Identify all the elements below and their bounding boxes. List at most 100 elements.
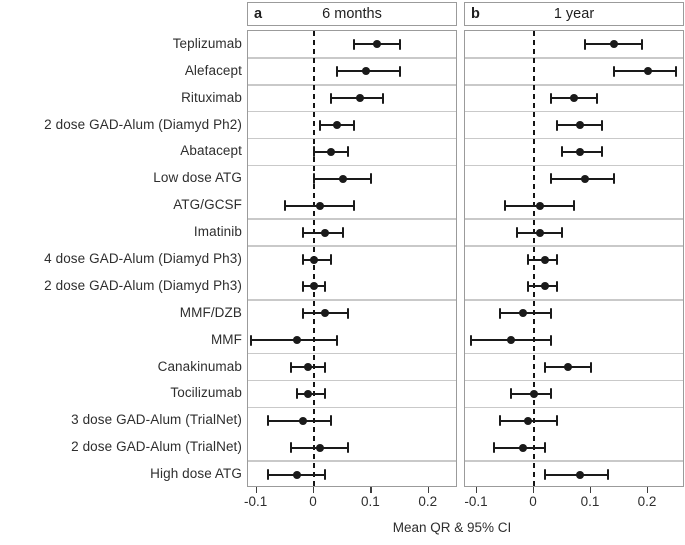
ci-upper-cap	[607, 469, 610, 481]
ci-lower-cap	[550, 92, 553, 104]
mean-point-marker	[581, 174, 590, 183]
ci-lower-cap	[550, 173, 553, 185]
x-axis-tick-label: 0.2	[637, 494, 657, 509]
x-axis-title: Mean QR & 95% CI	[392, 520, 512, 535]
ci-upper-cap	[381, 92, 384, 104]
mean-point-marker	[535, 201, 544, 210]
mean-point-marker	[524, 416, 533, 425]
row-label: Rituximab	[181, 89, 242, 105]
ci-lower-cap	[584, 38, 587, 50]
ci-lower-cap	[612, 65, 615, 77]
row-separator-line	[248, 299, 456, 301]
x-axis-tick-label: 0.2	[418, 494, 438, 509]
row-separator-line	[465, 84, 683, 86]
ci-lower-cap	[284, 200, 287, 212]
x-axis-tick-label: 0	[529, 494, 537, 509]
ci-upper-cap	[324, 469, 327, 481]
x-axis-tick	[312, 487, 315, 493]
row-label: Imatinib	[193, 224, 242, 240]
mean-point-marker	[569, 94, 578, 103]
ci-upper-cap	[561, 227, 564, 239]
mean-point-marker	[298, 416, 307, 425]
x-axis-tick	[532, 487, 535, 493]
x-axis-tick	[255, 487, 258, 493]
x-axis-tick	[427, 487, 430, 493]
row-label: High dose ATG	[150, 466, 242, 482]
row-separator-line	[465, 218, 683, 220]
mean-point-marker	[609, 40, 618, 49]
ci-upper-cap	[324, 361, 327, 373]
row-label: 3 dose GAD-Alum (TrialNet)	[71, 412, 242, 428]
row-separator-line	[248, 164, 456, 167]
ci-upper-cap	[550, 388, 553, 400]
mean-point-marker	[518, 309, 527, 318]
mean-point-marker	[373, 40, 382, 49]
row-separator-line	[248, 245, 456, 247]
ci-upper-cap	[589, 361, 592, 373]
ci-upper-cap	[641, 38, 644, 50]
ci-lower-cap	[295, 388, 298, 400]
row-label: Alefacept	[184, 62, 242, 78]
ci-lower-cap	[561, 146, 564, 158]
ci-upper-cap	[324, 388, 327, 400]
panel-tag-label: a	[254, 6, 263, 22]
panel-title: 6 months	[322, 6, 382, 22]
mean-point-marker	[332, 121, 341, 130]
x-axis-tick-label: 0	[309, 494, 317, 509]
ci-lower-cap	[353, 38, 356, 50]
mean-point-marker	[315, 443, 324, 452]
ci-upper-cap	[550, 334, 553, 346]
ci-lower-cap	[498, 307, 501, 319]
ci-upper-cap	[330, 415, 333, 427]
ci-lower-cap	[493, 442, 496, 454]
ci-lower-cap	[301, 280, 304, 292]
ci-upper-cap	[335, 334, 338, 346]
mean-point-marker	[321, 309, 330, 318]
ci-lower-cap	[301, 307, 304, 319]
row-separator-line	[248, 460, 456, 462]
mean-point-marker	[541, 255, 550, 264]
ci-upper-cap	[347, 307, 350, 319]
mean-point-marker	[292, 336, 301, 345]
mean-point-marker	[327, 147, 336, 156]
ci-lower-cap	[249, 334, 252, 346]
mean-point-marker	[315, 201, 324, 210]
x-axis-tick	[646, 487, 649, 493]
ci-lower-cap	[555, 119, 558, 131]
ci-lower-cap	[267, 415, 270, 427]
ci-lower-cap	[335, 65, 338, 77]
ci-upper-cap	[370, 173, 373, 185]
row-label: Abatacept	[180, 143, 242, 159]
ci-upper-cap	[572, 200, 575, 212]
row-label: 2 dose GAD-Alum (TrialNet)	[71, 439, 242, 455]
row-label: 4 dose GAD-Alum (Diamyd Ph3)	[44, 250, 242, 266]
mean-point-marker	[304, 389, 313, 398]
x-axis-tick-label: 0.1	[360, 494, 380, 509]
mean-point-marker	[507, 336, 516, 345]
row-separator-line	[248, 406, 456, 409]
ci-upper-cap	[675, 65, 678, 77]
mean-point-marker	[309, 282, 318, 291]
ci-lower-cap	[527, 280, 530, 292]
mean-point-marker	[321, 228, 330, 237]
ci-upper-cap	[353, 200, 356, 212]
mean-point-marker	[535, 228, 544, 237]
panel-title: 1 year	[553, 6, 595, 22]
row-separator-line	[465, 110, 683, 113]
row-separator-line	[465, 406, 683, 409]
row-separator-line	[465, 460, 683, 462]
mean-point-marker	[292, 470, 301, 479]
row-separator-line	[465, 245, 683, 247]
mean-point-marker	[541, 282, 550, 291]
mean-point-marker	[575, 121, 584, 130]
x-axis-tick-label: -0.1	[243, 494, 268, 509]
ci-upper-cap	[353, 119, 356, 131]
x-axis-tick-label: -0.1	[464, 494, 488, 509]
x-axis-tick	[370, 487, 372, 493]
ci-upper-cap	[612, 173, 615, 185]
ci-upper-cap	[544, 442, 547, 454]
ci-lower-cap	[312, 146, 315, 158]
ci-lower-cap	[330, 92, 333, 104]
x-axis-tick	[589, 487, 592, 493]
